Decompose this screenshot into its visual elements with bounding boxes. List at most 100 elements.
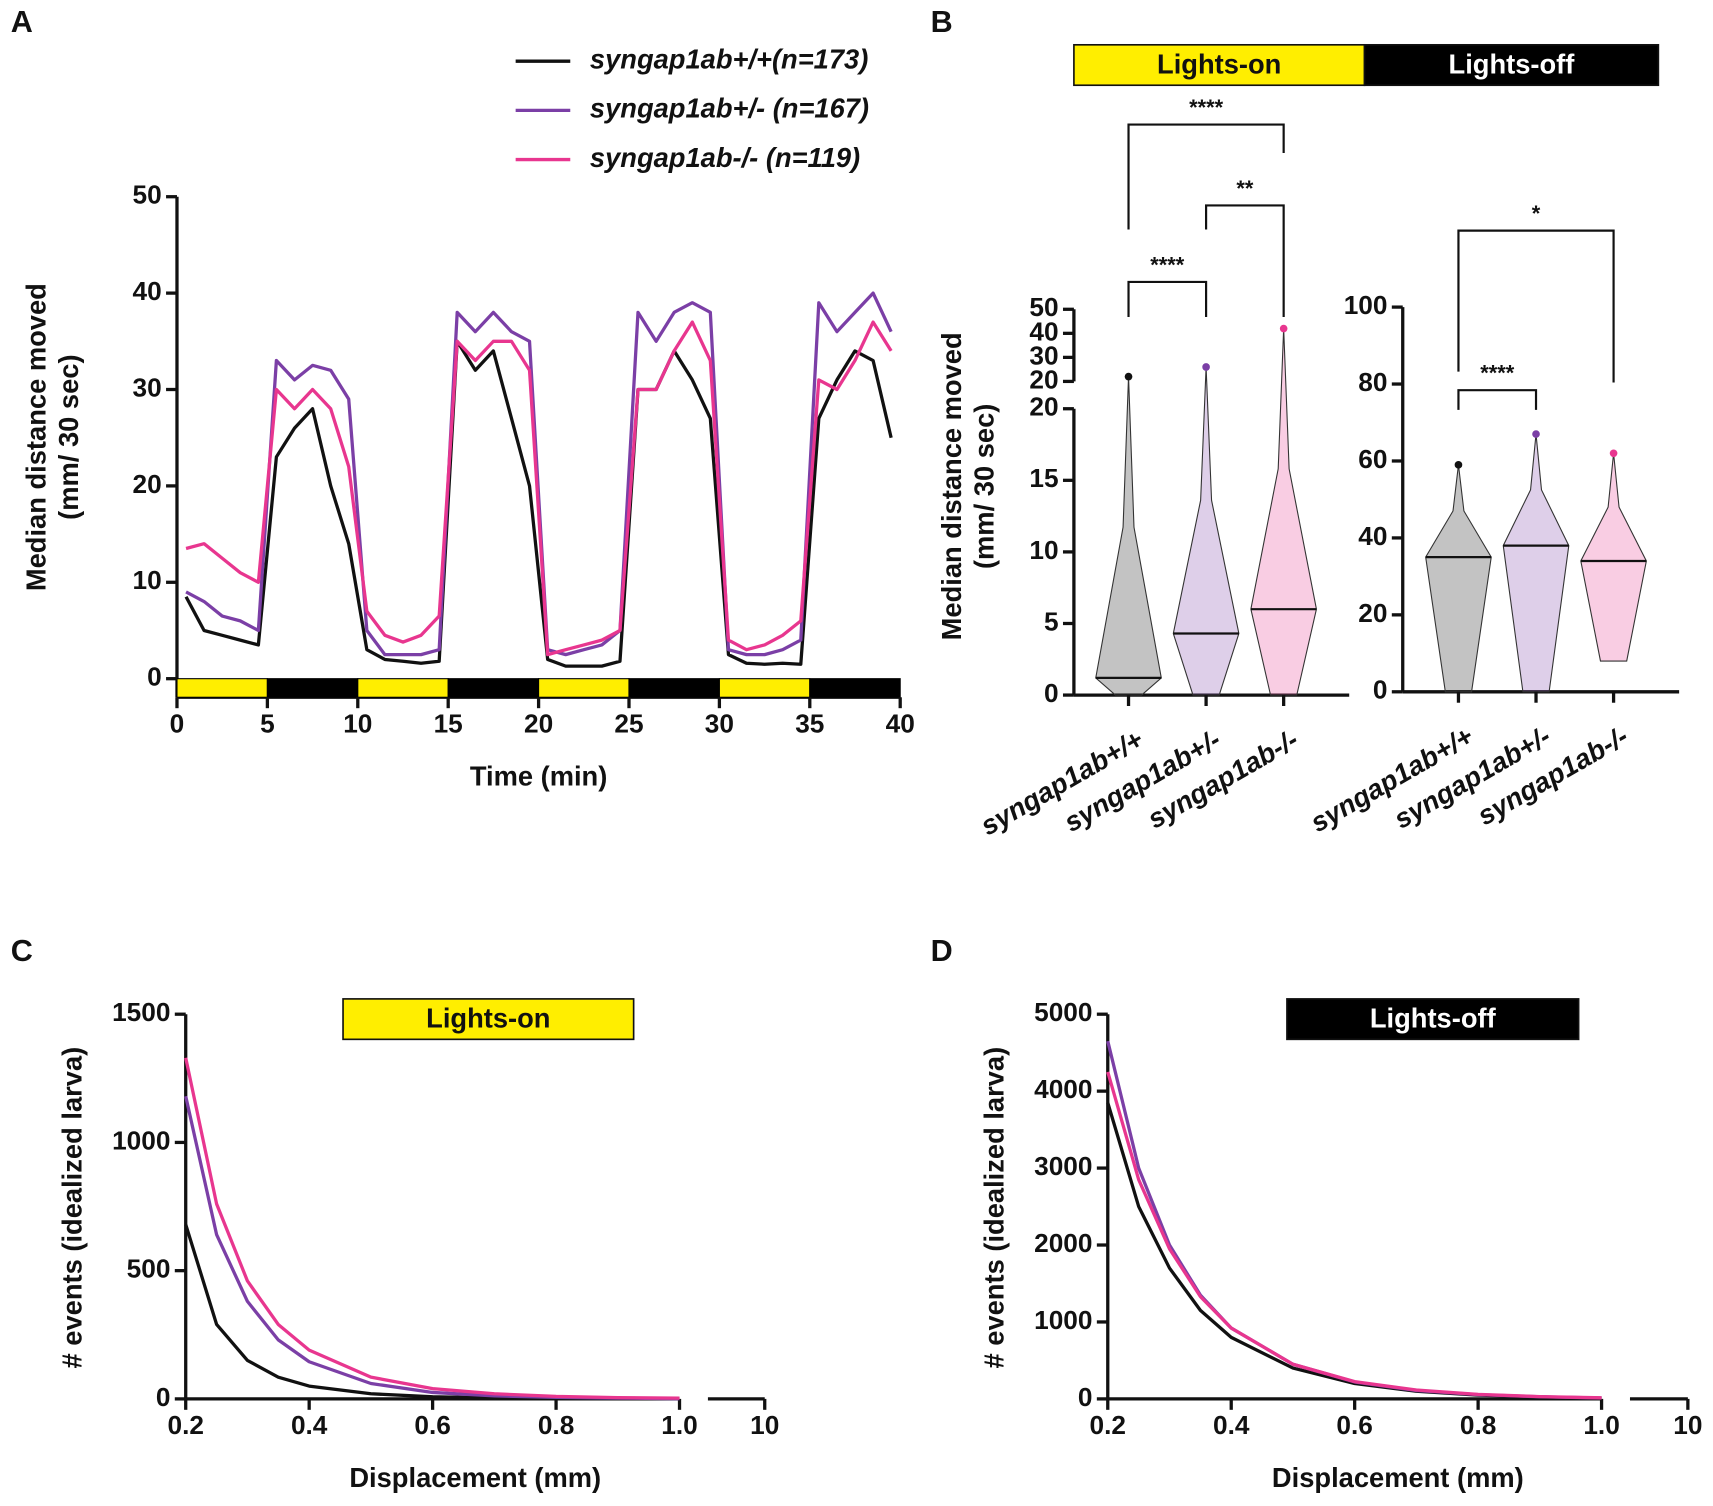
max-point xyxy=(1532,430,1540,438)
x-tick-label: 20 xyxy=(524,709,553,739)
significance-label: **** xyxy=(1150,252,1184,277)
light-phase-bar xyxy=(628,678,720,698)
y-tick-label: 0 xyxy=(1044,678,1059,708)
y-tick-label: 30 xyxy=(1029,340,1058,370)
x-tick-label: 10 xyxy=(343,709,372,739)
x-axis-label: Displacement (mm) xyxy=(1272,1462,1524,1493)
significance-bracket xyxy=(1127,123,1285,230)
x-tick-label: 15 xyxy=(434,709,463,739)
series-line xyxy=(185,291,893,657)
light-phase-bar xyxy=(447,678,540,698)
y-tick-label: 100 xyxy=(1344,290,1388,320)
series-line xyxy=(184,339,893,668)
y-tick-label: 40 xyxy=(1029,316,1058,346)
legend-label: syngap1ab+/- (n=167) xyxy=(590,93,869,124)
y-tick-label: 0 xyxy=(1078,1382,1093,1412)
max-point xyxy=(1609,449,1618,458)
y-tick-label: 5000 xyxy=(1034,997,1092,1027)
y-tick-label: 80 xyxy=(1358,367,1387,397)
y-axis-label: Median distance moved xyxy=(20,283,51,591)
violin xyxy=(1502,433,1570,693)
x-tick-label: 0.4 xyxy=(291,1410,328,1440)
condition-title: Lights-on xyxy=(426,1002,550,1033)
x-axis-label: Displacement (mm) xyxy=(349,1462,601,1493)
y-tick-label: 20 xyxy=(1358,598,1387,628)
y-tick-label: 60 xyxy=(1358,444,1387,474)
y-axis-label: # events (idealized larva) xyxy=(57,1047,88,1369)
y-axis-label: Median distance moved xyxy=(936,332,967,640)
x-tick-label: 1.0 xyxy=(1583,1410,1619,1440)
y-tick-label: 20 xyxy=(1029,392,1058,422)
x-axis-label: Time (min) xyxy=(470,760,607,791)
condition-box xyxy=(342,998,635,1041)
y-axis-label: (mm/ 30 sec) xyxy=(53,354,84,519)
x-tick-label: 0.6 xyxy=(1336,1410,1372,1440)
x-tick-label: 5 xyxy=(260,709,275,739)
violin xyxy=(1095,376,1162,696)
series-line xyxy=(1106,1040,1602,1400)
x-tick-label: 10 xyxy=(750,1410,779,1440)
y-tick-label: 0 xyxy=(1373,675,1388,705)
significance-label: **** xyxy=(1480,361,1514,386)
y-tick-label: 5 xyxy=(1044,606,1059,636)
y-tick-label: 40 xyxy=(1358,521,1387,551)
x-tick-label: 30 xyxy=(705,709,734,739)
y-tick-label: 30 xyxy=(133,372,162,402)
series-line xyxy=(185,320,893,657)
significance-label: ** xyxy=(1236,176,1253,201)
y-tick-label: 1000 xyxy=(1034,1305,1092,1335)
violin xyxy=(1172,366,1240,696)
y-tick-label: 50 xyxy=(133,180,162,210)
max-point xyxy=(1454,461,1463,469)
x-tick-label: 1.0 xyxy=(661,1410,697,1440)
x-tick-label: 10 xyxy=(1673,1410,1702,1440)
y-tick-label: 15 xyxy=(1029,463,1058,493)
condition-title: Lights-off xyxy=(1449,48,1576,79)
series-line xyxy=(1106,1071,1602,1400)
light-phase-bar xyxy=(538,678,630,698)
y-tick-label: 4000 xyxy=(1034,1074,1092,1104)
x-tick-label: 0 xyxy=(170,709,185,739)
significance-label: * xyxy=(1532,201,1541,226)
y-tick-label: 1000 xyxy=(112,1125,170,1155)
significance-bracket xyxy=(1457,229,1615,383)
condition-title: Lights-off xyxy=(1370,1002,1497,1033)
y-tick-label: 1500 xyxy=(112,997,170,1027)
significance-bracket xyxy=(1127,280,1208,317)
y-tick-label: 50 xyxy=(1029,292,1058,322)
x-tick-label: 0.2 xyxy=(1090,1410,1126,1440)
light-phase-bar xyxy=(809,678,901,698)
series-line xyxy=(184,1095,680,1401)
panel-letter: D xyxy=(931,934,953,968)
series-line xyxy=(184,1223,680,1401)
x-tick-label: 40 xyxy=(886,709,915,739)
x-tick-label: 0.6 xyxy=(414,1410,450,1440)
max-point xyxy=(1279,324,1288,333)
y-tick-label: 20 xyxy=(133,469,162,499)
condition-box xyxy=(1286,998,1580,1041)
violin xyxy=(1425,464,1492,693)
light-phase-bar xyxy=(176,678,268,698)
panel-letter: B xyxy=(931,5,953,39)
x-tick-label: 0.4 xyxy=(1213,1410,1250,1440)
y-tick-label: 10 xyxy=(1029,535,1058,565)
y-tick-label: 3000 xyxy=(1034,1151,1092,1181)
x-tick-label: 0.2 xyxy=(167,1410,203,1440)
y-tick-label: 2000 xyxy=(1034,1228,1092,1258)
y-axis-label: # events (idealized larva) xyxy=(979,1047,1010,1369)
y-tick-label: 10 xyxy=(133,565,162,595)
y-axis-label: (mm/ 30 sec) xyxy=(969,404,1000,569)
light-phase-bar xyxy=(718,678,811,698)
y-tick-label: 0 xyxy=(156,1382,171,1412)
significance-bracket xyxy=(1457,389,1538,410)
legend-label: syngap1ab+/+(n=173) xyxy=(590,43,868,74)
significance-label: **** xyxy=(1189,95,1223,120)
significance-bracket xyxy=(1204,204,1285,317)
violin xyxy=(1580,453,1647,662)
light-phase-bar xyxy=(266,678,359,698)
light-phase-bar xyxy=(357,678,449,698)
max-point xyxy=(1202,363,1210,371)
condition-title: Lights-on xyxy=(1157,48,1281,79)
panel-letter: C xyxy=(11,934,33,968)
